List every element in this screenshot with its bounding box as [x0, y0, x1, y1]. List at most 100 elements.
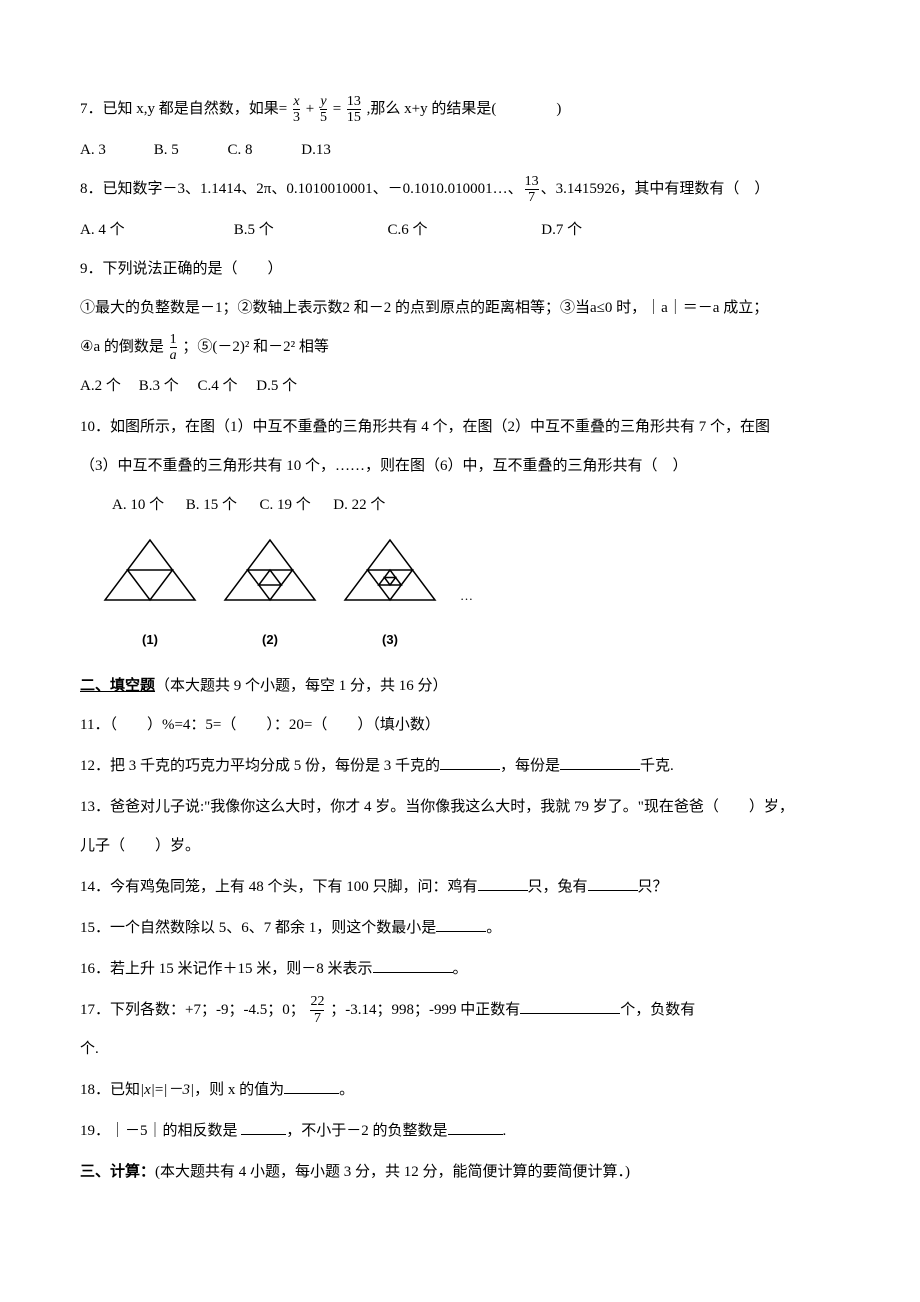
q10-figure-1: (1)	[100, 535, 200, 657]
section-3-desc: (本大题共有 4 小题，每小题 3 分，共 12 分，能简便计算的要简便计算．)	[155, 1164, 630, 1180]
q10-line1: 10．如图所示，在图（1）中互不重叠的三角形共有 4 个，在图（2）中互不重叠的…	[80, 408, 840, 447]
q14-p2: 只，兔有	[528, 879, 588, 895]
q12-p1: 12．把 3 千克的巧克力平均分成 5 份，每份是 3 千克的	[80, 758, 440, 774]
question-9: 9．下列说法正确的是（ ） ①最大的负整数是－1；②数轴上表示数2 和－2 的点…	[80, 250, 840, 406]
q9-line3: ④a 的倒数是 1a ；⑤(－2)² 和－2² 相等	[80, 328, 840, 367]
q10-opt-c: C. 19 个	[260, 486, 330, 525]
section-2-desc: （本大题共 9 个小题，每空 1 分，共 16 分）	[155, 678, 448, 694]
q10-line2: （3）中互不重叠的三角形共有 10 个，……，则在图（6）中，互不重叠的三角形共…	[80, 447, 840, 486]
q7-opt-a: A. 3	[80, 131, 150, 170]
q7-prefix: 7．已知 x,y 都是自然数，如果=	[80, 101, 291, 117]
section-2-title: 二、填空题	[80, 678, 155, 694]
q10-fig2-label: (2)	[220, 623, 320, 657]
q9-line2: ①最大的负整数是－1；②数轴上表示数2 和－2 的点到原点的距离相等；③当a≤0…	[80, 289, 840, 328]
q7-frac2: y5	[320, 94, 327, 126]
q18-p1: 18．已知	[80, 1082, 140, 1098]
q12-p2: ，每份是	[500, 758, 560, 774]
q8-opt-a: A. 4 个	[80, 211, 230, 250]
q14-p3: 只？	[638, 879, 668, 895]
blank-fill	[436, 917, 486, 932]
q14-p1: 14．今有鸡兔同笼，上有 48 个头，下有 100 只脚，问：鸡有	[80, 879, 478, 895]
q10-options: A. 10 个 B. 15 个 C. 19 个 D. 22 个	[112, 486, 840, 525]
q9-options: A.2 个 B.3 个 C.4 个 D.5 个	[80, 367, 840, 406]
question-17: 17．下列各数：+7；-9；-4.5；0； 227 ；-3.14；998；-99…	[80, 991, 840, 1069]
section-3-header: 三、计算：(本大题共有 4 小题，每小题 3 分，共 12 分，能简便计算的要简…	[80, 1153, 840, 1192]
q7-eq: =	[333, 101, 341, 117]
q8-opt-d: D.7 个	[541, 211, 691, 250]
q9-line3b: ；⑤(－2)² 和－2² 相等	[182, 339, 329, 355]
question-16: 16．若上升 15 米记作＋15 米，则－8 米表示 。	[80, 950, 840, 989]
q10-figure-3: (3)	[340, 535, 440, 657]
q13-line2: 儿子（ ）岁。	[80, 827, 840, 866]
q10-opt-d: D. 22 个	[333, 486, 403, 525]
q15-p1: 15．一个自然数除以 5、6、7 都余 1，则这个数最小是	[80, 920, 436, 936]
q9-line1: 9．下列说法正确的是（ ）	[80, 250, 840, 289]
blank-fill	[588, 876, 638, 891]
q18-p2: ，则 x 的值为	[194, 1082, 284, 1098]
question-11: 11．（ ）%=4：5=（ ）：20=（ ）（填小数）	[80, 706, 840, 745]
q7-plus: +	[306, 101, 314, 117]
q8-frac: 137	[525, 174, 539, 206]
triangle-diagram-2	[220, 535, 320, 605]
q8-options: A. 4 个 B.5 个 C.6 个 D.7 个	[80, 211, 840, 250]
q19-p2: ，不小于－2 的负整数是	[286, 1123, 447, 1139]
blank-fill	[560, 755, 640, 770]
q7-suffix: ,那么 x+y 的结果是( )	[367, 101, 562, 117]
q18-p3: 。	[339, 1082, 354, 1098]
q9-opt-a: A.2 个	[80, 367, 135, 406]
question-14: 14．今有鸡兔同笼，上有 48 个头，下有 100 只脚，问：鸡有 只，兔有 只？	[80, 868, 840, 907]
q18-abs2: |－3|	[163, 1082, 194, 1098]
q8-opt-b: B.5 个	[234, 211, 384, 250]
q19-p1: 19．｜－5｜的相反数是	[80, 1123, 241, 1139]
blank-fill	[448, 1120, 503, 1135]
q10-figure-2: (2)	[220, 535, 320, 657]
blank-fill	[241, 1120, 286, 1135]
question-19: 19．｜－5｜的相反数是 ，不小于－2 的负整数是.	[80, 1112, 840, 1151]
section-2-header: 二、填空题（本大题共 9 个小题，每空 1 分，共 16 分）	[80, 667, 840, 706]
q7-frac3: 1315	[347, 94, 361, 126]
q8-suffix: 、3.1415926，其中有理数有（ ）	[541, 181, 770, 197]
q17-p2: ；-3.14；998；-999 中正数有	[330, 1002, 520, 1018]
q17-line2: 个.	[80, 1030, 840, 1069]
q17-p3: 个，负数有	[620, 1002, 695, 1018]
question-13: 13．爸爸对儿子说:"我像你这么大时，你才 4 岁。当你像我这么大时，我就 79…	[80, 788, 840, 866]
q17-p1: 17．下列各数：+7；-9；-4.5；0；	[80, 1002, 305, 1018]
q7-opt-d: D.13	[301, 131, 371, 170]
q10-opt-a: A. 10 个	[112, 486, 182, 525]
blank-fill	[520, 999, 620, 1014]
q7-frac1: x3	[293, 94, 300, 126]
question-18: 18．已知|x|=|－3|，则 x 的值为。	[80, 1071, 840, 1110]
blank-fill	[284, 1079, 339, 1094]
question-7: 7．已知 x,y 都是自然数，如果= x3 + y5 = 1315 ,那么 x+…	[80, 90, 840, 129]
q15-p2: 。	[486, 920, 501, 936]
q17-frac: 227	[310, 994, 324, 1026]
q19-p3: .	[503, 1123, 507, 1139]
q9-frac: 1a	[170, 332, 177, 364]
q9-line3a: ④a 的倒数是	[80, 339, 164, 355]
triangle-diagram-3	[340, 535, 440, 605]
question-10: 10．如图所示，在图（1）中互不重叠的三角形共有 4 个，在图（2）中互不重叠的…	[80, 408, 840, 657]
q18-abs1: |x|	[140, 1082, 155, 1098]
q10-opt-b: B. 15 个	[186, 486, 256, 525]
triangle-diagram-1	[100, 535, 200, 605]
q8-prefix: 8．已知数字－3、1.1414、2π、0.1010010001、－0.1010.…	[80, 181, 523, 197]
blank-fill	[373, 958, 453, 973]
q9-opt-c: C.4 个	[198, 367, 253, 406]
blank-fill	[440, 755, 500, 770]
q9-opt-b: B.3 个	[139, 367, 194, 406]
section-3-title: 三、计算：	[80, 1164, 155, 1180]
q7-opt-c: C. 8	[228, 131, 298, 170]
blank-fill	[478, 876, 528, 891]
q12-p3: 千克.	[640, 758, 674, 774]
q10-fig1-label: (1)	[100, 623, 200, 657]
q9-opt-d: D.5 个	[256, 367, 311, 406]
question-8: 8．已知数字－3、1.1414、2π、0.1010010001、－0.1010.…	[80, 170, 840, 209]
question-15: 15．一个自然数除以 5、6、7 都余 1，则这个数最小是 。	[80, 909, 840, 948]
q13-line1: 13．爸爸对儿子说:"我像你这么大时，你才 4 岁。当你像我这么大时，我就 79…	[80, 788, 840, 827]
q10-figures: (1) (2) (3) …	[100, 535, 840, 657]
q7-options: A. 3 B. 5 C. 8 D.13	[80, 131, 840, 170]
ellipsis-icon: …	[460, 579, 473, 613]
question-12: 12．把 3 千克的巧克力平均分成 5 份，每份是 3 千克的 ，每份是 千克.	[80, 747, 840, 786]
q16-p1: 16．若上升 15 米记作＋15 米，则－8 米表示	[80, 961, 373, 977]
q16-p2: 。	[453, 961, 468, 977]
